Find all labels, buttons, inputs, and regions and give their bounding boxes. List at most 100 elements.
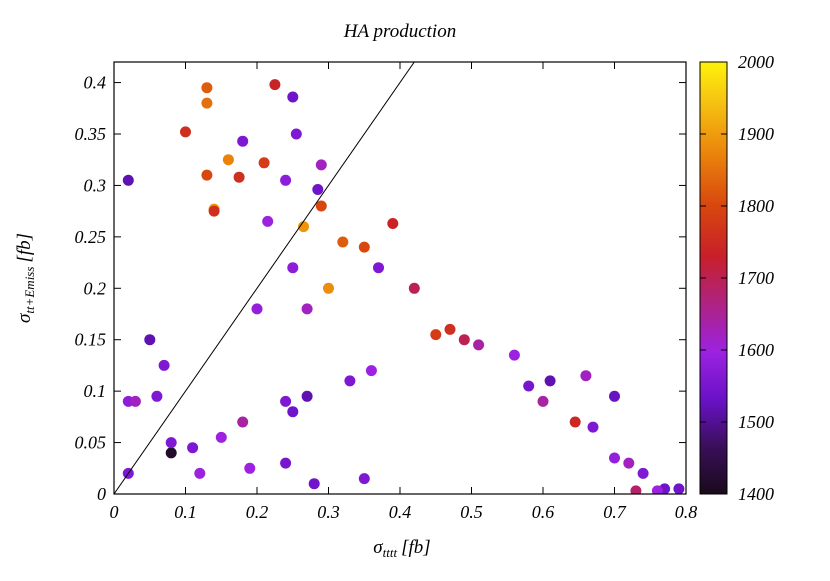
scatter-point xyxy=(187,442,199,454)
colorbar-tick-label: 1900 xyxy=(738,124,774,144)
scatter-point xyxy=(298,221,309,233)
y-axis-label-sub: tt+Emiss xyxy=(22,267,37,314)
scatter-point xyxy=(387,218,399,229)
y-tick-label: 0.05 xyxy=(75,433,107,453)
scatter-point xyxy=(637,467,649,479)
x-tick-label: 0.8 xyxy=(675,502,698,522)
scatter-point xyxy=(201,169,213,181)
y-tick-label: 0.2 xyxy=(84,278,107,298)
colorbar-tick-label: 1500 xyxy=(738,412,774,432)
scatter-point xyxy=(144,334,156,346)
scatter-point xyxy=(280,457,292,469)
colorbar-tick-label: 1700 xyxy=(738,268,774,288)
scatter-point xyxy=(287,91,299,103)
plot-frame xyxy=(113,61,687,495)
scatter-point xyxy=(609,390,620,402)
y-tick-label: 0.35 xyxy=(75,124,107,144)
colorbar-tick-label: 1600 xyxy=(738,340,774,360)
scatter-point xyxy=(222,154,234,166)
scatter-point xyxy=(122,174,134,186)
chart-title: HA production xyxy=(343,21,456,42)
x-axis-label-unit: [fb] xyxy=(401,537,431,558)
y-tick-label: 0.4 xyxy=(84,73,107,93)
scatter-point xyxy=(244,462,256,474)
scatter-point xyxy=(458,334,470,346)
scatter-point xyxy=(233,171,245,183)
scatter-point xyxy=(151,390,163,402)
scatter-point xyxy=(323,282,334,294)
scatter-point xyxy=(623,457,635,469)
scatter-point xyxy=(537,395,549,407)
x-tick-label: 0.5 xyxy=(460,502,483,522)
scatter-point xyxy=(358,241,370,253)
scatter-point xyxy=(237,135,249,147)
scatter-point xyxy=(587,421,599,433)
scatter-point xyxy=(290,128,302,140)
scatter-point xyxy=(287,262,299,274)
scatter-point xyxy=(165,447,177,459)
scatter-point xyxy=(358,473,370,485)
scatter-point xyxy=(569,416,581,428)
y-axis-ticks: 0 0.05 0.1 0.15 0.2 0.25 0.3 0.35 0.4 xyxy=(75,73,686,504)
colorbar-tick-label: 1800 xyxy=(738,196,774,216)
scatter-point xyxy=(609,452,620,464)
scatter-point xyxy=(280,395,292,407)
x-tick-label: 0.3 xyxy=(317,502,340,522)
scatter-point xyxy=(165,437,177,449)
scatter-point xyxy=(580,370,592,382)
x-axis-label: σtttt [fb] xyxy=(373,537,430,560)
scatter-point xyxy=(301,303,313,315)
x-tick-label: 0.6 xyxy=(532,502,555,522)
scatter-point xyxy=(508,349,520,361)
scatter-point xyxy=(430,329,442,341)
scatter-point xyxy=(129,395,141,407)
y-tick-label: 0 xyxy=(97,484,106,504)
y-tick-label: 0.25 xyxy=(75,227,107,247)
reference-line xyxy=(114,62,415,494)
scatter-point xyxy=(365,365,377,377)
colorbar-tick-label: 2000 xyxy=(738,52,774,72)
scatter-point xyxy=(280,174,292,186)
x-axis-ticks: 0 0.1 0.2 0.3 0.4 0.5 0.6 0.7 0.8 xyxy=(110,62,698,522)
x-tick-label: 0.4 xyxy=(389,502,412,522)
scatter-point xyxy=(158,359,170,371)
scatter-point xyxy=(444,323,456,335)
scatter-point xyxy=(201,97,213,109)
scatter-point xyxy=(337,236,349,248)
y-axis-label-main: σ xyxy=(14,313,35,323)
scatter-point xyxy=(251,303,263,315)
scatter-point xyxy=(673,483,685,494)
y-tick-label: 0.15 xyxy=(75,330,107,350)
scatter-point xyxy=(344,375,356,387)
x-tick-label: 0.2 xyxy=(246,502,269,522)
scatter-point xyxy=(269,79,281,91)
scatter-point xyxy=(373,262,384,274)
scatter-point xyxy=(473,339,485,351)
x-axis-label-main: σ xyxy=(373,537,383,558)
scatter-point xyxy=(180,126,191,138)
colorbar-ticks: 1400 1500 1600 1700 1800 1900 2000 xyxy=(700,52,774,504)
x-tick-label: 0 xyxy=(110,502,119,522)
scatter-point xyxy=(312,184,324,195)
scatter-point xyxy=(315,159,327,171)
scatter-points xyxy=(122,79,685,494)
scatter-point xyxy=(208,205,220,217)
scatter-point xyxy=(262,215,274,227)
y-tick-label: 0.1 xyxy=(84,381,107,401)
colorbar-tick-label: 1400 xyxy=(738,484,774,504)
x-tick-label: 0.1 xyxy=(174,502,197,522)
scatter-point xyxy=(651,485,663,494)
scatter-point xyxy=(287,406,299,418)
scatter-point xyxy=(215,431,227,443)
scatter-point xyxy=(630,485,642,494)
y-tick-label: 0.3 xyxy=(84,175,107,195)
x-axis-label-sub: tttt xyxy=(383,545,398,560)
scatter-point xyxy=(194,467,206,479)
scatter-point xyxy=(308,478,320,490)
y-axis-label: σtt+Emiss [fb] xyxy=(14,233,37,323)
y-axis-label-unit: [fb] xyxy=(14,233,35,263)
scatter-point xyxy=(201,82,213,94)
x-tick-label: 0.7 xyxy=(603,502,627,522)
scatter-point xyxy=(258,157,270,169)
